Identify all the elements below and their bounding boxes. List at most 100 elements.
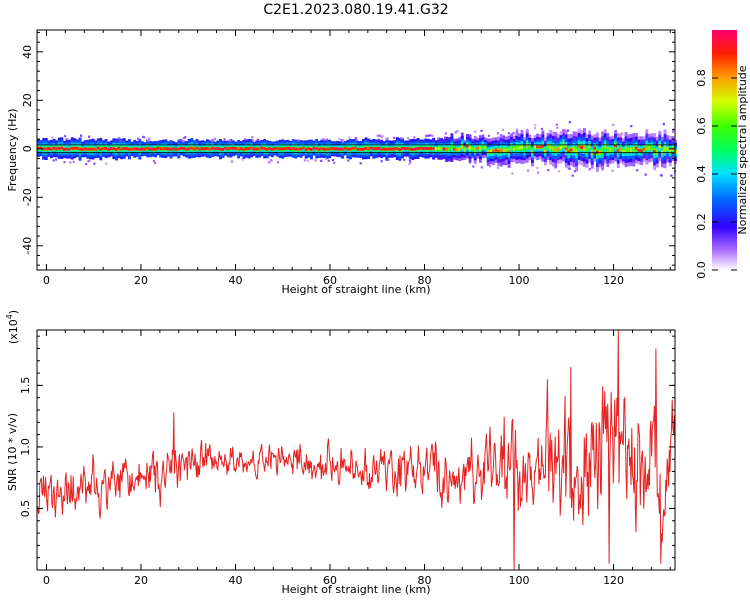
spectrogram-cell	[250, 146, 254, 150]
spectrogram-cell	[645, 145, 649, 149]
spectrogram-speckle	[380, 160, 383, 163]
spectrogram-cell	[614, 144, 618, 148]
spectrogram-speckle	[611, 169, 614, 173]
spectrogram-cell	[159, 147, 163, 151]
spectrogram-y-tick-label: -40	[21, 237, 34, 255]
spectrogram-cell	[609, 148, 612, 152]
spectrogram-cell	[538, 145, 542, 149]
spectrogram-cell	[653, 150, 657, 153]
spectrogram-cell	[640, 149, 644, 153]
spectrogram-cell	[133, 147, 137, 151]
spectrogram-cell	[484, 146, 488, 150]
spectrogram-speckle	[137, 137, 140, 140]
spectrogram-cell	[666, 147, 670, 151]
spectrogram-speckle	[306, 159, 309, 162]
spectrogram-cell	[364, 146, 368, 150]
spectrogram-speckle	[534, 124, 537, 127]
spectrogram-cell	[458, 147, 462, 151]
spectrogram-cell	[89, 147, 92, 151]
spectrogram-speckle	[355, 138, 358, 142]
spectrogram-cell	[130, 147, 134, 151]
spectrogram-cell	[427, 147, 430, 151]
spectrogram-speckle	[184, 136, 187, 139]
spectrogram-cell	[479, 147, 482, 151]
spectrogram-speckle	[408, 159, 411, 162]
spectrogram-cell	[206, 147, 209, 150]
spectrogram-cell	[102, 147, 105, 150]
spectrogram-cell	[650, 146, 654, 149]
spectrogram-speckle	[256, 138, 259, 141]
spectrogram-speckle	[571, 174, 574, 177]
spectrogram-speckle	[178, 138, 181, 142]
spectrogram-cell	[367, 147, 371, 151]
spectrogram-x-tick-label: 0	[43, 274, 50, 287]
spectrogram-cell	[343, 146, 347, 150]
spectrogram-cell	[406, 147, 410, 151]
spectrogram-cell	[635, 146, 638, 150]
spectrogram-cell	[453, 147, 456, 151]
spectrogram-cell	[424, 147, 428, 150]
spectrogram-speckle	[480, 129, 483, 132]
spectrogram-cell	[328, 147, 332, 151]
spectrogram-y-tick-label: 0	[21, 145, 34, 152]
spectrogram-cell	[68, 147, 72, 151]
spectrogram-cell	[632, 148, 636, 152]
spectrogram-speckle	[223, 138, 226, 141]
spectrogram-speckle	[377, 138, 381, 141]
colorbar: 0.0 0.2 0.4 0.6 0.8 Normalized spectral ampl…	[695, 30, 749, 279]
spectrogram-cell	[432, 147, 436, 151]
spectrogram-speckle	[143, 136, 146, 139]
spectrogram-speckle	[566, 129, 570, 132]
spectrogram-cell	[307, 147, 311, 151]
spectrogram-speckle	[180, 139, 183, 142]
spectrogram-cell	[255, 147, 259, 151]
spectrogram-cell	[437, 147, 441, 150]
spectrogram-cell	[580, 146, 584, 149]
spectrogram-cell	[177, 147, 181, 151]
spectrogram-x-tick-label: 100	[509, 274, 530, 287]
spectrogram-speckle	[425, 134, 428, 137]
spectrogram-cell	[55, 147, 59, 151]
spectrogram-cell	[99, 147, 103, 151]
spectrogram-cell	[655, 150, 659, 154]
colorbar-gradient	[712, 30, 737, 270]
spectrogram-speckle	[86, 160, 89, 163]
spectrogram-cell	[408, 147, 412, 151]
spectrogram-speckle	[117, 137, 120, 140]
spectrogram-cell	[109, 147, 113, 150]
spectrogram-cell	[185, 147, 189, 151]
spectrogram-speckle	[560, 131, 564, 134]
spectrogram-speckle	[488, 165, 491, 168]
spectrogram-heatmap	[37, 121, 677, 177]
snr-multiplier-base: (x10	[7, 319, 20, 344]
spectrogram-speckle	[431, 134, 434, 137]
spectrogram-cell	[213, 147, 217, 151]
spectrogram-cell	[557, 147, 560, 151]
spectrogram-speckle	[468, 161, 471, 164]
spectrogram-cell	[611, 148, 615, 151]
spectrogram-cell	[122, 147, 126, 150]
spectrogram-cell	[395, 147, 399, 150]
spectrogram-cell	[289, 147, 293, 151]
spectrogram-cell	[603, 145, 607, 148]
snr-x-tick-label: 40	[228, 574, 242, 587]
svg-text:(x104): (x104)	[5, 310, 20, 344]
spectrogram-cell	[104, 147, 108, 150]
spectrogram-speckle	[630, 125, 633, 128]
spectrogram-cell	[369, 146, 373, 150]
spectrogram-cell	[476, 146, 480, 150]
spectrogram-speckle	[69, 161, 72, 164]
spectrogram-speckle	[88, 135, 91, 138]
snr-frame	[36, 329, 676, 571]
spectrogram-x-label: Height of straight line (km)	[281, 283, 430, 296]
spectrogram-cell	[42, 147, 46, 151]
spectrogram-cell	[380, 147, 384, 151]
spectrogram-speckle	[320, 159, 323, 162]
spectrogram-speckle	[381, 134, 384, 138]
spectrogram-cell	[434, 147, 438, 151]
spectrogram-cell	[276, 147, 280, 151]
spectrogram-speckle	[88, 159, 91, 163]
spectrogram-cell	[96, 146, 100, 150]
spectrogram-speckle	[331, 159, 334, 162]
spectrogram-cell	[359, 147, 363, 151]
